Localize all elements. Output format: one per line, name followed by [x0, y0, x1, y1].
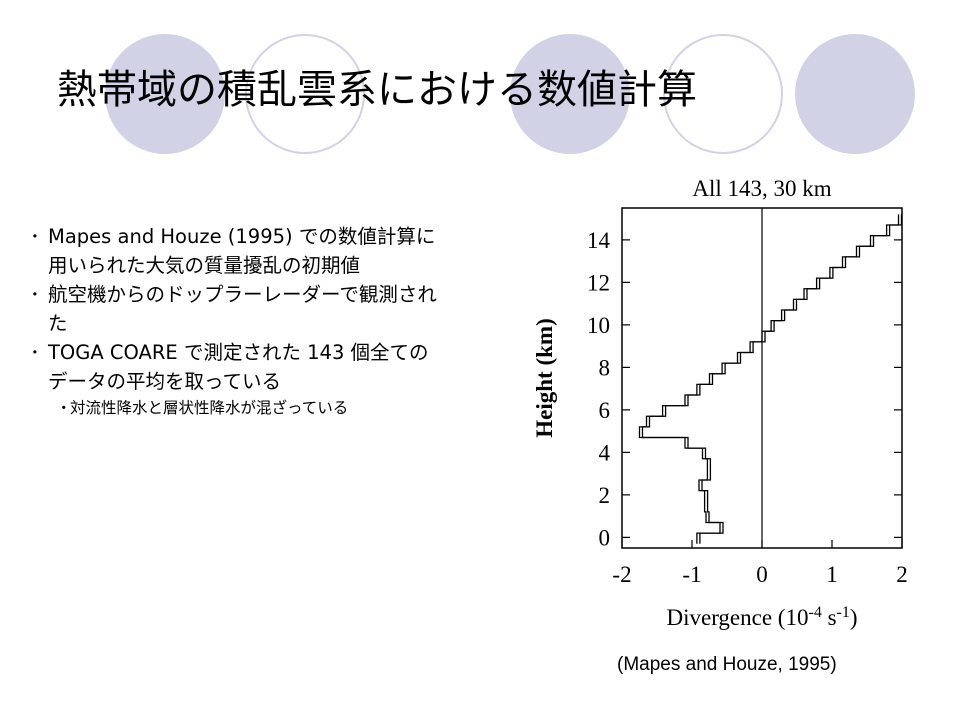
x-axis-ticks: -2 -1 0 1 2 — [612, 540, 908, 587]
x-axis-label: Divergence (10-4 s-1) — [666, 604, 857, 631]
bullet-mark: ･ — [30, 341, 40, 364]
bullet-line: データの平均を取っている — [48, 370, 282, 393]
y-tick-label: 8 — [599, 355, 611, 380]
y-tick-label: 14 — [587, 228, 611, 253]
bullet-line: 航空機からのドップラーレーダーで観測され — [48, 283, 437, 306]
y-tick-label: 4 — [599, 440, 611, 465]
y-tick-label: 10 — [587, 313, 610, 338]
bullet-mark: ･ — [30, 283, 40, 306]
x-tick-label: 2 — [896, 562, 908, 587]
bullet-list: ･ Mapes and Houze (1995) での数値計算に 用いられた大気… — [30, 222, 510, 420]
bullet-line: 用いられた大気の質量擾乱の初期値 — [48, 254, 361, 277]
chart-title: All 143, 30 km — [692, 176, 831, 201]
y-tick-label: 12 — [587, 270, 610, 295]
decor-circle-1 — [105, 34, 225, 154]
x-axis-label-end: ) — [850, 605, 858, 630]
bullet-line: Mapes and Houze (1995) での数値計算に — [48, 225, 436, 248]
profile-line — [638, 214, 900, 544]
divergence-profile — [638, 214, 903, 544]
bullet-line: た — [48, 312, 68, 335]
source-citation: (Mapes and Houze, 1995) — [617, 654, 837, 675]
x-axis-label-mid: s — [822, 605, 837, 630]
y-axis-label: Height (km) — [532, 318, 557, 437]
x-axis-label-exp1: -4 — [808, 604, 821, 621]
x-axis-label-exp2: -1 — [837, 604, 850, 621]
x-tick-label: 1 — [826, 562, 838, 587]
x-axis-label-main: Divergence (10 — [666, 605, 808, 630]
sub-bullet-mark: ・ — [56, 399, 72, 417]
decor-circle-2 — [510, 34, 630, 154]
sub-bullet-text: 対流性降水と層状性降水が混ざっている — [70, 399, 349, 417]
decor-ring-2 — [663, 34, 783, 154]
y-axis-ticks: 0 2 4 6 8 10 12 14 — [587, 228, 902, 550]
y-tick-label: 6 — [599, 398, 611, 423]
bullet-mark: ･ — [30, 225, 40, 248]
slide-title: 熱帯域の積乱雲系における数値計算 — [57, 67, 697, 113]
bullet-item: ･ Mapes and Houze (1995) での数値計算に 用いられた大気… — [30, 222, 510, 280]
bullet-item: ･ TOGA COARE で測定された 143 個全ての データの平均を取ってい… — [30, 338, 510, 396]
x-tick-label: -1 — [682, 562, 701, 587]
sub-bullet-item: ・ 対流性降水と層状性降水が混ざっている — [30, 396, 510, 420]
decor-circle-3 — [795, 34, 915, 154]
x-tick-label: -2 — [612, 562, 631, 587]
x-tick-label: 0 — [756, 562, 768, 587]
bullet-line: TOGA COARE で測定された 143 個全ての — [48, 341, 429, 364]
bullet-item: ･ 航空機からのドップラーレーダーで観測され た — [30, 280, 510, 338]
profile-line-offset — [641, 214, 903, 544]
y-tick-label: 0 — [599, 525, 611, 550]
y-tick-label: 2 — [599, 483, 611, 508]
decor-ring-1 — [245, 34, 365, 154]
